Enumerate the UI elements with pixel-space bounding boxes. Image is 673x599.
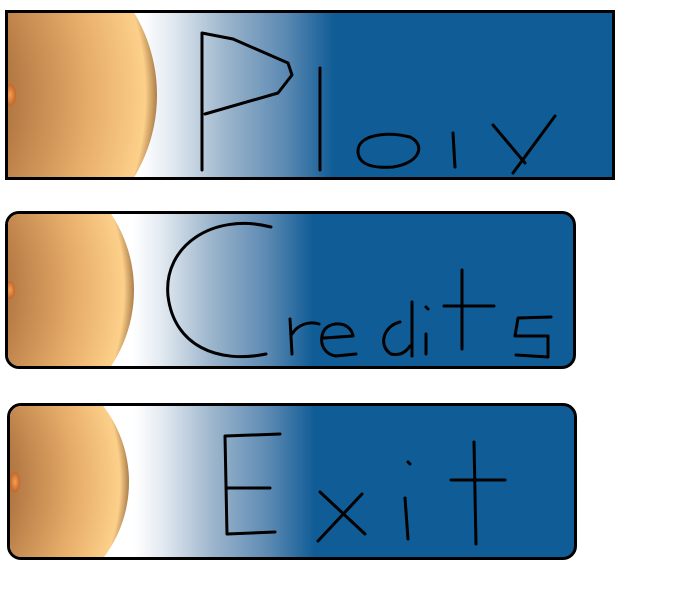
play-button-art [8,13,557,177]
planet-icon [8,13,157,177]
planet-icon [8,214,134,366]
exit-button[interactable]: Exit [7,403,577,560]
planet-icon [10,406,129,557]
credits-button-art [8,214,553,366]
exit-label-lettering [223,432,507,546]
credits-label-lettering [166,221,553,359]
play-label-lettering [200,31,557,175]
play-button[interactable]: Play [5,10,615,180]
credits-button[interactable]: Credits [5,211,576,369]
exit-button-art [10,406,507,557]
